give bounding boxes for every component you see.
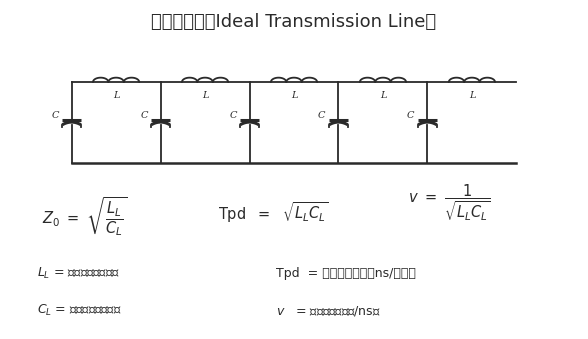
Text: L: L [380,92,386,100]
Text: C: C [51,111,59,120]
Text: $Z_0\ =\ \sqrt{\dfrac{L_L}{C_L}}$: $Z_0\ =\ \sqrt{\dfrac{L_L}{C_L}}$ [42,195,128,238]
Text: C: C [318,111,326,120]
Text: $L_L$ = 单位长度上的电感: $L_L$ = 单位长度上的电感 [36,266,119,281]
Text: Tpd  = 单位长度延迟（ns/长度）: Tpd = 单位长度延迟（ns/长度） [276,267,416,280]
Text: C: C [407,111,415,120]
Text: 理想传输线（Ideal Transmission Line）: 理想传输线（Ideal Transmission Line） [152,13,436,31]
Text: C: C [140,111,148,120]
Text: $C_L$ = 单位长度上的电容: $C_L$ = 单位长度上的电容 [36,303,121,318]
Text: L: L [469,92,475,100]
Text: $v$   = 传输速度（长度/ns）: $v$ = 传输速度（长度/ns） [276,304,381,318]
Text: $\mathrm{Tpd}\ \ =\ \ \sqrt{L_L C_L}$: $\mathrm{Tpd}\ \ =\ \ \sqrt{L_L C_L}$ [218,201,329,225]
Text: C: C [229,111,236,120]
Text: L: L [290,92,298,100]
Text: L: L [113,92,119,100]
Text: $v\ =\ \dfrac{1}{\sqrt{L_L C_L}}$: $v\ =\ \dfrac{1}{\sqrt{L_L C_L}}$ [408,183,491,223]
Text: L: L [202,92,208,100]
